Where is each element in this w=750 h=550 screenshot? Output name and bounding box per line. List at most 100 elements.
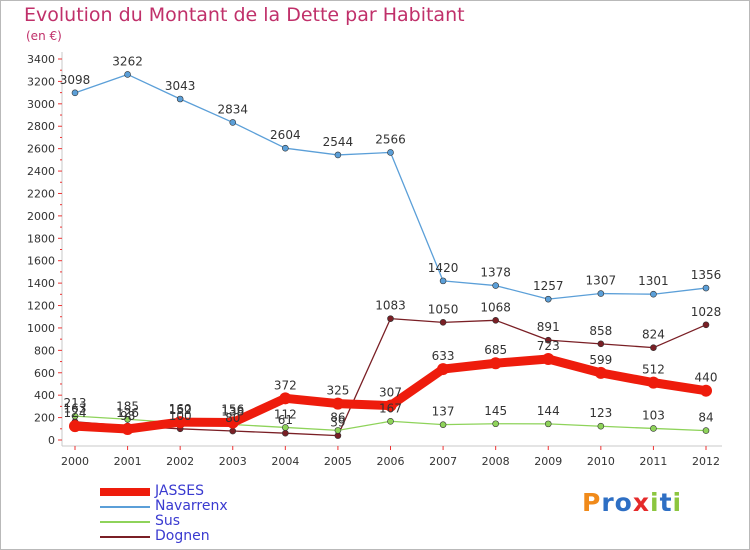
y-tick-label: 800 [34,344,55,357]
data-point [594,366,607,379]
data-point [650,290,657,298]
legend-label-dognen: Dognen [155,528,210,544]
chart-subtitle: (en €) [26,29,62,43]
legend-item-navarrenx: Navarrenx [100,498,320,515]
data-point [492,317,499,324]
data-label: 112 [274,407,297,421]
data-label: 2834 [217,102,248,116]
data-label: 1356 [691,268,722,282]
data-label: 137 [432,405,455,419]
y-tick-label: 1600 [27,255,55,268]
data-point [176,95,184,103]
logo-letter: t [659,488,673,517]
data-label: 633 [432,349,455,363]
y-tick-label: 2800 [27,120,55,133]
y-tick-label: 200 [34,412,55,425]
data-label: 3262 [112,54,143,68]
x-tick-label: 2007 [429,455,457,468]
data-label: 599 [589,353,612,367]
data-label: 145 [484,404,507,418]
data-point [702,427,710,434]
data-point [71,89,79,97]
logo-letter: o [614,488,633,517]
legend-item-jasses: JASSES [100,483,320,500]
data-label: 1420 [428,261,459,275]
data-label: 144 [537,404,560,418]
data-point [597,290,605,297]
chart-title: Evolution du Montant de la Dette par Hab… [24,4,465,26]
data-label: 440 [695,371,718,385]
data-point [597,340,605,348]
data-point [597,422,605,430]
y-tick-label: 2400 [27,165,55,178]
data-point [282,144,289,152]
data-label: 80 [225,411,240,425]
data-point [279,392,292,405]
x-tick-label: 2003 [219,455,247,468]
data-label: 1028 [691,305,722,319]
data-point [437,363,450,376]
data-point [387,149,394,156]
x-tick-label: 2008 [482,455,510,468]
y-tick-label: 1800 [27,232,55,245]
data-label: 2566 [375,132,406,146]
data-point [439,421,447,428]
x-tick-label: 2000 [61,455,89,468]
x-tick-label: 2011 [639,455,667,468]
y-tick-label: 2000 [27,210,55,223]
x-tick-label: 2002 [166,455,194,468]
data-point [544,420,552,428]
legend-swatch-dognen [100,536,150,538]
y-tick-label: 400 [34,389,55,402]
legend-swatch-jasses [100,488,150,496]
x-tick-label: 2004 [271,455,299,468]
data-label: 3043 [165,79,196,93]
data-label: 824 [642,328,665,342]
y-tick-label: 3400 [27,53,55,66]
data-point [331,397,344,410]
data-label: 185 [116,399,139,413]
data-label: 1307 [586,274,617,288]
data-label: 1301 [638,274,669,288]
data-point [334,427,342,434]
y-tick-label: 600 [34,367,55,380]
data-label: 325 [326,384,349,398]
y-tick-label: 1400 [27,277,55,290]
data-label: 2604 [270,128,301,142]
data-label: 891 [537,320,560,334]
data-label: 858 [589,324,612,338]
data-point [387,417,394,425]
data-point [650,425,657,432]
data-label: 126 [116,406,139,420]
y-tick-label: 3000 [27,98,55,111]
data-point [174,416,187,429]
data-point [71,412,79,420]
data-label: 163 [64,402,87,416]
data-point [124,415,131,423]
data-point [439,277,447,285]
data-point [489,357,502,370]
data-label: 1068 [480,300,511,314]
data-label: 1378 [480,266,511,280]
data-point [544,336,552,344]
legend-label-sus: Sus [155,513,181,529]
y-tick-label: 1000 [27,322,55,335]
data-label: 123 [589,406,612,420]
legend-swatch-navarrenx [100,506,150,508]
logo-letter: r [601,488,615,517]
data-label: 213 [64,396,87,410]
data-label: 512 [642,363,665,377]
data-point [542,352,555,365]
data-point [124,71,131,78]
data-point [702,321,710,329]
x-tick-label: 2009 [534,455,562,468]
series-line-navarrenx [74,73,707,300]
data-label: 98 [120,409,135,423]
y-tick-label: 3200 [27,75,55,88]
data-point [387,315,394,322]
logo-letter: x [632,488,650,517]
logo-letter: P [582,488,602,517]
x-tick-label: 2005 [324,455,352,468]
data-label: 1083 [375,299,406,313]
x-tick-label: 2012 [692,455,720,468]
